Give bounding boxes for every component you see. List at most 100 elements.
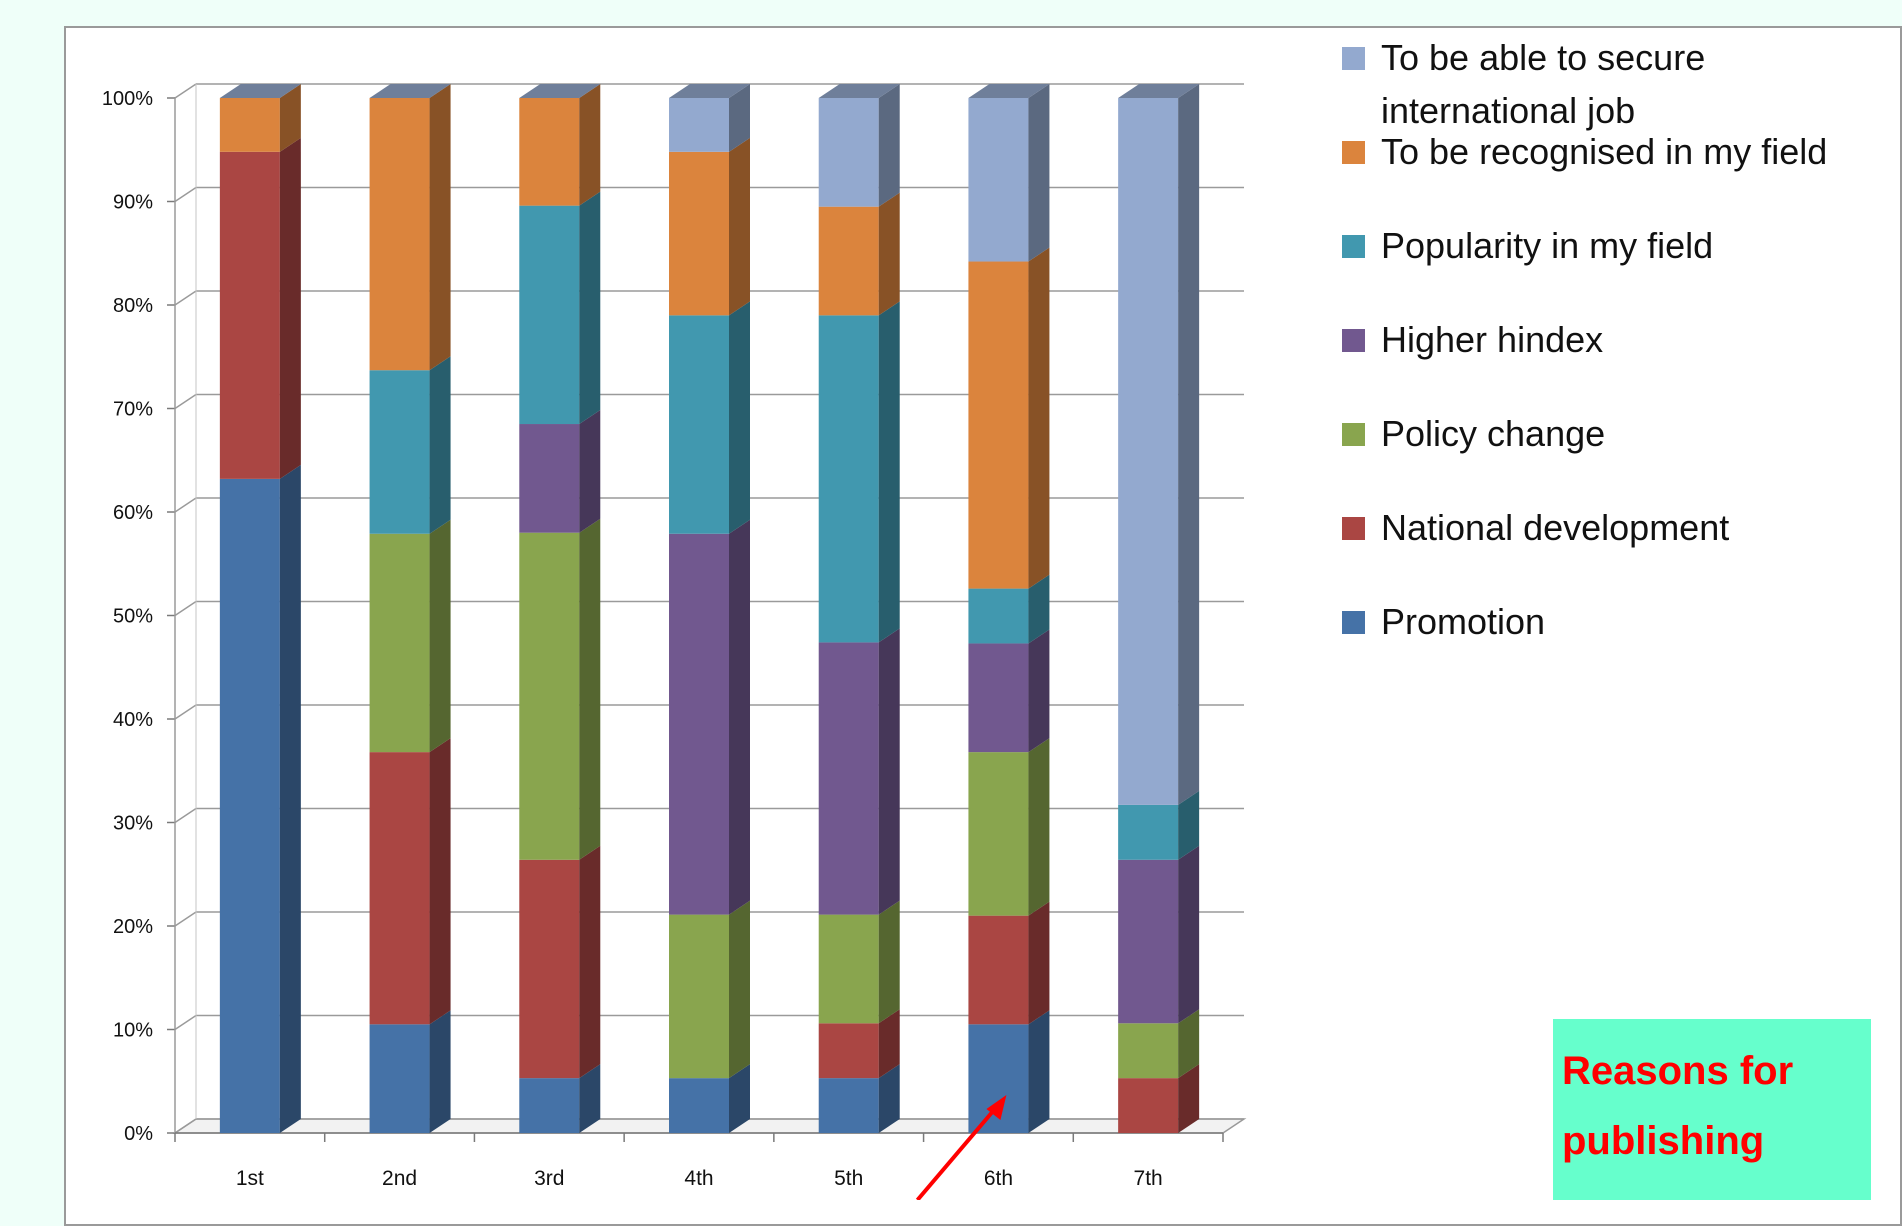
bar-side-face bbox=[279, 464, 301, 1133]
bar-stack-5th bbox=[818, 84, 900, 1133]
bar-segment bbox=[369, 84, 451, 371]
bar-front-face bbox=[519, 859, 580, 1079]
x-tick-label: 5th bbox=[834, 1167, 863, 1190]
bar-side-face bbox=[729, 301, 750, 534]
bar-side-face bbox=[1178, 845, 1200, 1024]
y-tick-label: 40% bbox=[113, 709, 153, 731]
axis-layer: 0% 10% 20% 30% 40% 50% 60% 70% 80% 90% 100% 1st 2nd 3… bbox=[102, 84, 1224, 1190]
bar-side-face bbox=[429, 84, 451, 371]
bar-front-face bbox=[1118, 1023, 1179, 1079]
bar-front-face bbox=[818, 315, 879, 643]
y-tick-label: 50% bbox=[113, 606, 153, 628]
legend-item: Policy change bbox=[1342, 413, 1605, 454]
bar-segment bbox=[669, 301, 750, 534]
bar-front-face bbox=[219, 98, 280, 152]
bar-side-face bbox=[878, 1064, 900, 1133]
bar-stack-1st bbox=[219, 84, 301, 1133]
bar-stack-7th bbox=[1118, 84, 1200, 1133]
bar-segment bbox=[968, 629, 1050, 753]
bar-side-face bbox=[579, 1064, 601, 1133]
bar-segment bbox=[369, 356, 451, 534]
bar-side-face bbox=[729, 519, 750, 915]
legend-swatch bbox=[1342, 47, 1365, 70]
y-tick-label: 60% bbox=[113, 502, 153, 524]
bar-segment bbox=[669, 137, 750, 316]
legend-swatch bbox=[1342, 329, 1365, 352]
legend: To be able to secure international jobTo … bbox=[1342, 37, 1827, 642]
bar-stack-3rd bbox=[519, 84, 601, 1133]
bar-front-face bbox=[669, 914, 729, 1079]
bar-side-face bbox=[579, 845, 601, 1079]
y-tick-label: 0% bbox=[124, 1123, 153, 1145]
x-tick-label: 6th bbox=[984, 1167, 1013, 1190]
callout-line-1: Reasons for bbox=[1562, 1049, 1794, 1093]
bar-front-face bbox=[1118, 859, 1179, 1024]
bar-top-face bbox=[818, 84, 900, 98]
bar-side-face bbox=[1028, 247, 1050, 589]
bar-front-face bbox=[1118, 804, 1179, 860]
bar-segment bbox=[968, 84, 1050, 262]
bar-side-face bbox=[1028, 629, 1050, 753]
bar-front-face bbox=[1118, 98, 1179, 805]
bar-front-face bbox=[669, 1078, 729, 1133]
gridline-diagonal bbox=[174, 911, 197, 927]
x-tick-label: 3rd bbox=[534, 1167, 564, 1190]
bar-segment bbox=[1118, 84, 1200, 805]
bar-segment bbox=[519, 518, 601, 860]
legend-label: international job bbox=[1381, 90, 1635, 131]
legend-item: Higher hindex bbox=[1342, 319, 1603, 360]
bar-front-face bbox=[519, 1078, 580, 1133]
bar-front-face bbox=[669, 151, 729, 316]
bar-front-face bbox=[968, 752, 1029, 916]
legend-item: Popularity in my field bbox=[1342, 225, 1713, 266]
bar-side-face bbox=[878, 628, 900, 915]
bar-front-face bbox=[818, 642, 879, 915]
gridline-diagonal bbox=[174, 1014, 197, 1031]
bar-front-face bbox=[669, 98, 729, 152]
y-tick-label: 30% bbox=[113, 813, 153, 835]
bar-segment bbox=[669, 84, 750, 152]
bar-front-face bbox=[219, 478, 280, 1133]
bar-segment bbox=[1118, 845, 1200, 1024]
bar-side-face bbox=[878, 1009, 900, 1079]
bar-segment bbox=[818, 192, 900, 316]
bar-side-face bbox=[279, 84, 301, 152]
bar-side-face bbox=[1028, 738, 1050, 916]
gridline-diagonal bbox=[174, 186, 197, 203]
bar-front-face bbox=[369, 98, 430, 371]
bar-segment bbox=[369, 1010, 451, 1133]
bar-top-face bbox=[219, 84, 301, 98]
bar-stack-2nd bbox=[369, 84, 451, 1133]
bar-segment bbox=[669, 1064, 750, 1133]
bar-segment bbox=[519, 845, 601, 1079]
bar-front-face bbox=[968, 588, 1029, 644]
legend-swatch bbox=[1342, 423, 1365, 446]
bar-segment bbox=[818, 84, 900, 207]
legend-item: National development bbox=[1342, 507, 1729, 548]
bar-side-face bbox=[878, 84, 900, 207]
bar-segment bbox=[968, 574, 1050, 644]
legend-item: To be able to secure international job bbox=[1342, 37, 1705, 131]
bar-side-face bbox=[579, 410, 601, 533]
arrow-head bbox=[986, 1095, 1007, 1120]
bar-front-face bbox=[968, 915, 1029, 1025]
bar-segment bbox=[968, 738, 1050, 916]
bar-segment bbox=[519, 84, 601, 206]
gridline-diagonal bbox=[174, 393, 197, 410]
gridline-diagonal bbox=[174, 600, 197, 617]
bar-front-face bbox=[519, 205, 580, 425]
bar-side-face bbox=[729, 84, 750, 152]
bar-top-face bbox=[968, 84, 1050, 98]
bar-segment bbox=[818, 1064, 900, 1133]
gridline-diagonal bbox=[174, 290, 197, 306]
x-tick-label: 4th bbox=[684, 1167, 713, 1190]
bar-segment bbox=[818, 900, 900, 1024]
bar-segment bbox=[968, 901, 1050, 1025]
bar-top-face bbox=[1118, 84, 1200, 98]
bar-side-face bbox=[878, 900, 900, 1024]
callout-line-2: publishing bbox=[1562, 1119, 1765, 1163]
y-tick-label: 20% bbox=[113, 916, 153, 938]
bar-side-face bbox=[878, 192, 900, 316]
bar-segment bbox=[669, 900, 750, 1079]
bar-side-face bbox=[1028, 574, 1050, 644]
